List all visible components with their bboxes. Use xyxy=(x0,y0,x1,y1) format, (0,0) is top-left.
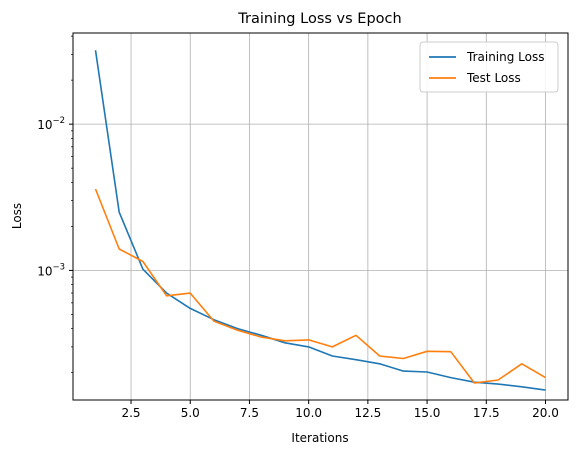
x-axis-ticks: 2.5 5.0 7.5 10.0 12.5 15.0 17.5 20.0 xyxy=(121,400,559,420)
y-tick-base: 10 xyxy=(37,118,52,132)
plot-frame xyxy=(72,32,569,401)
series-lines xyxy=(94,50,546,391)
series-line-1 xyxy=(94,188,546,384)
x-tick-label: 7.5 xyxy=(240,406,259,420)
y-tick-base: 10 xyxy=(37,264,52,278)
grid xyxy=(73,33,568,400)
y-axis-ticks: 10−310−2 xyxy=(37,35,73,373)
y-tick-label: 10−3 xyxy=(37,262,65,278)
legend: Training Loss Test Loss xyxy=(419,41,559,93)
legend-box xyxy=(419,41,559,93)
legend-label: Training Loss xyxy=(466,50,544,64)
x-tick-label: 2.5 xyxy=(121,406,140,420)
x-tick-label: 17.5 xyxy=(473,406,500,420)
x-tick-label: 12.5 xyxy=(355,406,382,420)
chart-title: Training Loss vs Epoch xyxy=(237,11,401,27)
x-tick-label: 5.0 xyxy=(181,406,200,420)
y-axis-label: Loss xyxy=(10,203,24,229)
x-tick-label: 10.0 xyxy=(295,406,322,420)
x-tick-label: 15.0 xyxy=(414,406,441,420)
y-tick-label: 10−2 xyxy=(37,116,65,132)
x-tick-label: 20.0 xyxy=(532,406,559,420)
x-axis-label: Iterations xyxy=(291,431,348,445)
y-tick-exponent: −2 xyxy=(52,116,65,126)
legend-label: Test Loss xyxy=(466,71,521,85)
y-tick-exponent: −3 xyxy=(52,262,65,272)
